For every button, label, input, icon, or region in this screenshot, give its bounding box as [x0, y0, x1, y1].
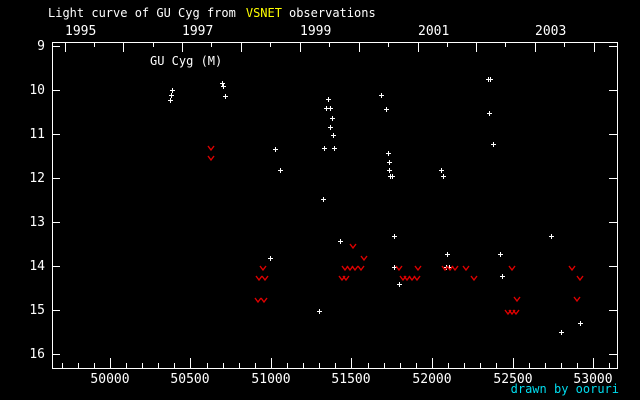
- observation-point: [223, 94, 228, 99]
- observation-point: [491, 142, 496, 147]
- fainter-than-marker: [408, 275, 416, 282]
- fainter-than-marker: [395, 265, 403, 272]
- chart-title-prefix: Light curve of GU Cyg from: [48, 6, 236, 20]
- observation-point: [441, 174, 446, 179]
- fainter-than-marker: [414, 265, 422, 272]
- x-axis-tick-label: 52000: [412, 372, 451, 387]
- fainter-than-marker: [360, 255, 368, 262]
- observation-point: [386, 151, 391, 156]
- x-axis-tick-label: 50500: [170, 372, 209, 387]
- observation-point: [397, 282, 402, 287]
- fainter-than-marker: [508, 265, 516, 272]
- fainter-than-marker: [357, 265, 365, 272]
- fainter-than-marker: [568, 265, 576, 272]
- top-axis-year-label: 1997: [182, 24, 213, 39]
- observation-point: [559, 330, 564, 335]
- y-axis-tick-label: 15: [29, 303, 45, 318]
- x-axis-tick-label: 52500: [493, 372, 532, 387]
- fainter-than-marker: [351, 265, 359, 272]
- observation-point: [321, 197, 326, 202]
- object-label: GU Cyg (M): [150, 54, 223, 68]
- top-axis-year-label: 2003: [535, 24, 566, 39]
- fainter-than-marker: [513, 296, 521, 303]
- y-axis-tick-label: 13: [29, 215, 45, 230]
- y-axis-tick-label: 14: [29, 259, 45, 274]
- observation-point: [390, 174, 395, 179]
- y-axis-tick-label: 12: [29, 171, 45, 186]
- observation-point: [387, 160, 392, 165]
- top-axis-year-label: 2001: [418, 24, 449, 39]
- observation-point: [498, 252, 503, 257]
- observation-point: [338, 239, 343, 244]
- observation-point: [578, 321, 583, 326]
- fainter-than-marker: [261, 275, 269, 282]
- fainter-than-marker: [346, 265, 354, 272]
- observation-point: [500, 274, 505, 279]
- fainter-than-marker: [342, 275, 350, 282]
- chart-title: Light curve of GU Cyg from VSNET observati…: [48, 6, 376, 20]
- y-axis-tick-label: 10: [29, 83, 45, 98]
- fainter-than-marker: [207, 145, 215, 152]
- observation-point: [379, 93, 384, 98]
- observation-point: [330, 116, 335, 121]
- observation-point: [392, 265, 397, 270]
- fainter-than-marker: [403, 275, 411, 282]
- fainter-than-marker: [573, 296, 581, 303]
- fainter-than-marker: [413, 275, 421, 282]
- observation-point: [326, 97, 331, 102]
- fainter-than-marker: [441, 265, 449, 272]
- chart-title-vsnet: VSNET: [245, 6, 282, 20]
- observation-point: [273, 147, 278, 152]
- top-axis-year-label: 1995: [65, 24, 96, 39]
- observation-point: [392, 234, 397, 239]
- observation-point: [439, 168, 444, 173]
- fainter-than-marker: [512, 309, 520, 316]
- observation-point: [268, 256, 273, 261]
- observation-point: [278, 168, 283, 173]
- observation-point: [328, 125, 333, 130]
- top-axis-year-label: 1999: [300, 24, 331, 39]
- observation-point: [317, 309, 322, 314]
- observation-point: [331, 133, 336, 138]
- x-axis-tick-label: 53000: [573, 372, 612, 387]
- fainter-than-marker: [254, 297, 262, 304]
- observation-point: [488, 77, 493, 82]
- observation-point: [549, 234, 554, 239]
- plot-frame: [52, 42, 618, 369]
- x-axis-tick-label: 51000: [251, 372, 290, 387]
- y-axis-tick-label: 9: [37, 39, 45, 54]
- y-axis-tick-label: 16: [29, 347, 45, 362]
- credit-text: drawn by ooruri: [510, 382, 619, 396]
- observation-point: [221, 84, 226, 89]
- observation-point: [384, 107, 389, 112]
- observation-point: [332, 146, 337, 151]
- fainter-than-marker: [259, 265, 267, 272]
- observation-point: [322, 146, 327, 151]
- fainter-than-marker: [341, 265, 349, 272]
- fainter-than-marker: [255, 275, 263, 282]
- observation-point: [387, 168, 392, 173]
- fainter-than-marker: [260, 297, 268, 304]
- observation-point: [220, 81, 225, 86]
- fainter-than-marker: [349, 243, 357, 250]
- observation-point: [168, 98, 173, 103]
- observation-point: [487, 111, 492, 116]
- observation-point: [169, 93, 174, 98]
- fainter-than-marker: [470, 275, 478, 282]
- x-axis-tick-label: 50000: [90, 372, 129, 387]
- fainter-than-marker: [576, 275, 584, 282]
- fainter-than-marker: [207, 155, 215, 162]
- fainter-than-marker: [446, 265, 454, 272]
- fainter-than-marker: [451, 265, 459, 272]
- observation-point: [445, 252, 450, 257]
- chart-title-suffix: observations: [288, 6, 376, 20]
- fainter-than-marker: [462, 265, 470, 272]
- y-axis-tick-label: 11: [29, 127, 45, 142]
- observation-point: [328, 106, 333, 111]
- observation-point: [170, 88, 175, 93]
- x-axis-tick-label: 51500: [331, 372, 370, 387]
